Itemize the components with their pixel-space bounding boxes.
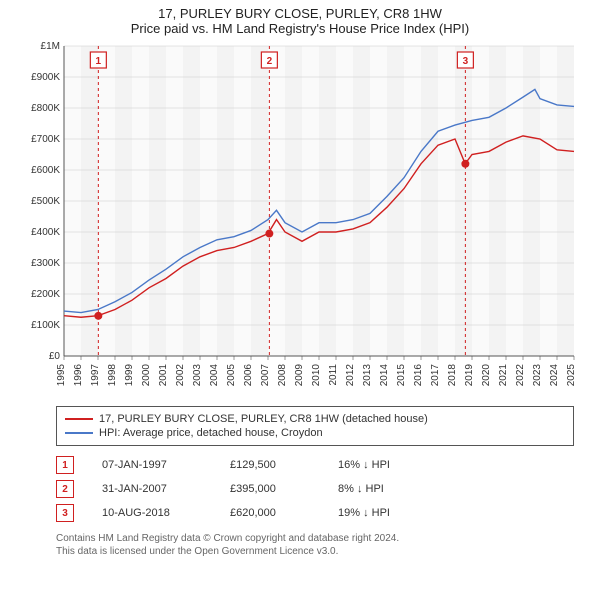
svg-text:2003: 2003 [192, 364, 203, 387]
svg-text:2005: 2005 [226, 364, 237, 387]
svg-text:2010: 2010 [311, 364, 322, 387]
transaction-price: £395,000 [230, 483, 310, 495]
svg-text:2006: 2006 [243, 364, 254, 387]
svg-text:2008: 2008 [277, 364, 288, 387]
svg-text:2022: 2022 [515, 364, 526, 387]
transaction-diff: 16% ↓ HPI [338, 459, 438, 471]
chart-area: £0 £100K £200K £300K £400K £500K £600K £700K £80… [20, 40, 580, 400]
footnote: Contains HM Land Registry data © Crown c… [56, 532, 574, 558]
legend-label-property: 17, PURLEY BURY CLOSE, PURLEY, CR8 1HW (… [99, 413, 428, 425]
svg-text:2025: 2025 [566, 364, 577, 387]
svg-text:£200K: £200K [31, 289, 60, 300]
svg-text:2000: 2000 [141, 364, 152, 387]
svg-text:2015: 2015 [396, 364, 407, 387]
transaction-row: 1 07-JAN-1997 £129,500 16% ↓ HPI [56, 456, 574, 474]
svg-text:2009: 2009 [294, 364, 305, 387]
transaction-marker-1: 1 [56, 456, 74, 474]
transaction-diff: 8% ↓ HPI [338, 483, 438, 495]
legend-line-property [65, 418, 93, 420]
transaction-date: 31-JAN-2007 [102, 483, 202, 495]
legend-row-property: 17, PURLEY BURY CLOSE, PURLEY, CR8 1HW (… [65, 413, 565, 425]
chart-svg: £0 £100K £200K £300K £400K £500K £600K £700K £80… [20, 40, 580, 400]
svg-text:£600K: £600K [31, 165, 60, 176]
svg-text:3: 3 [463, 56, 469, 67]
svg-text:2014: 2014 [379, 364, 390, 387]
svg-text:1995: 1995 [56, 364, 67, 387]
svg-text:2004: 2004 [209, 364, 220, 387]
footnote-line2: This data is licensed under the Open Gov… [56, 545, 574, 558]
svg-text:2018: 2018 [447, 364, 458, 387]
svg-text:1998: 1998 [107, 364, 118, 387]
svg-text:£700K: £700K [31, 134, 60, 145]
legend-label-hpi: HPI: Average price, detached house, Croy… [99, 427, 323, 439]
transaction-diff: 19% ↓ HPI [338, 507, 438, 519]
svg-text:1996: 1996 [73, 364, 84, 387]
svg-text:£300K: £300K [31, 258, 60, 269]
transaction-table: 1 07-JAN-1997 £129,500 16% ↓ HPI 2 31-JA… [56, 456, 574, 522]
svg-text:2012: 2012 [345, 364, 356, 387]
legend-line-hpi [65, 432, 93, 434]
footnote-line1: Contains HM Land Registry data © Crown c… [56, 532, 574, 545]
svg-text:2021: 2021 [498, 364, 509, 387]
transaction-date: 07-JAN-1997 [102, 459, 202, 471]
svg-text:2017: 2017 [430, 364, 441, 387]
transaction-date: 10-AUG-2018 [102, 507, 202, 519]
transaction-price: £620,000 [230, 507, 310, 519]
legend-row-hpi: HPI: Average price, detached house, Croy… [65, 427, 565, 439]
svg-text:2020: 2020 [481, 364, 492, 387]
svg-text:2024: 2024 [549, 364, 560, 387]
transaction-marker-3: 3 [56, 504, 74, 522]
svg-text:£0: £0 [49, 351, 61, 362]
svg-text:2011: 2011 [328, 364, 339, 386]
svg-text:£400K: £400K [31, 227, 60, 238]
svg-text:2023: 2023 [532, 364, 543, 387]
svg-text:1997: 1997 [90, 364, 101, 387]
transaction-row: 2 31-JAN-2007 £395,000 8% ↓ HPI [56, 480, 574, 498]
svg-text:2013: 2013 [362, 364, 373, 387]
transaction-marker-2: 2 [56, 480, 74, 498]
transaction-row: 3 10-AUG-2018 £620,000 19% ↓ HPI [56, 504, 574, 522]
svg-text:£1M: £1M [41, 41, 60, 52]
svg-text:£100K: £100K [31, 320, 60, 331]
svg-text:1999: 1999 [124, 364, 135, 387]
svg-text:2019: 2019 [464, 364, 475, 387]
transaction-price: £129,500 [230, 459, 310, 471]
svg-text:2002: 2002 [175, 364, 186, 387]
legend-box: 17, PURLEY BURY CLOSE, PURLEY, CR8 1HW (… [56, 406, 574, 446]
svg-text:2001: 2001 [158, 364, 169, 387]
chart-subtitle: Price paid vs. HM Land Registry's House … [6, 21, 594, 36]
svg-text:£800K: £800K [31, 103, 60, 114]
svg-text:2016: 2016 [413, 364, 424, 387]
svg-text:£500K: £500K [31, 196, 60, 207]
svg-text:2007: 2007 [260, 364, 271, 387]
chart-title: 17, PURLEY BURY CLOSE, PURLEY, CR8 1HW [6, 6, 594, 21]
svg-text:2: 2 [267, 56, 273, 67]
svg-text:1: 1 [96, 56, 102, 67]
svg-text:£900K: £900K [31, 72, 60, 83]
